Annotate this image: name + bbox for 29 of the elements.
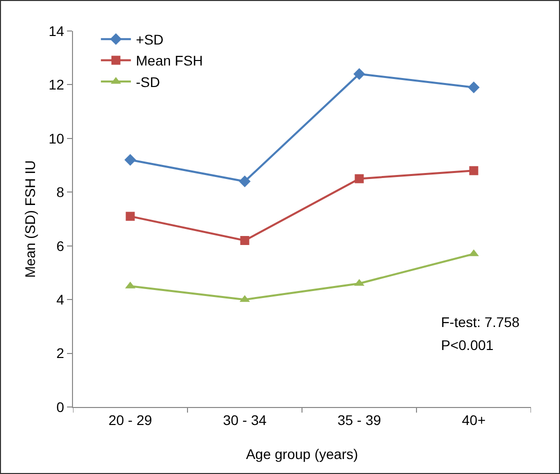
point	[354, 174, 364, 184]
y-tick-label: 4	[56, 291, 64, 308]
legend-label: -SD	[136, 74, 160, 90]
y-tick-label: 8	[56, 184, 64, 200]
point	[468, 82, 480, 94]
point	[353, 68, 366, 80]
legend-label: Mean FSH	[136, 52, 203, 69]
y-tick-label: 12	[48, 76, 64, 93]
legend-label: +SD	[136, 32, 164, 48]
point	[469, 166, 478, 176]
x-tick-label: 35 - 39	[337, 412, 382, 428]
point	[468, 249, 479, 256]
y-tick-label: 10	[48, 130, 64, 146]
annotation: F-test: 7.758	[441, 314, 520, 330]
point	[354, 278, 364, 286]
x-tick-label: 40+	[462, 412, 486, 428]
point	[126, 212, 135, 221]
x-tick-label: 30 - 34	[222, 412, 267, 428]
y-tick-label: 0	[56, 398, 64, 415]
point	[240, 236, 250, 245]
x-axis-title: Age group (years)	[246, 446, 358, 462]
y-axis-title: Mean (SD) FSH IU	[22, 160, 38, 278]
y-tick-label: 14	[48, 22, 64, 39]
y-tick-label: 2	[56, 345, 64, 362]
y-tick-label: 6	[56, 238, 64, 254]
annotation: P<0.001	[441, 337, 494, 353]
point	[124, 154, 136, 166]
point	[238, 176, 251, 188]
x-tick-label: 20 - 29	[108, 412, 152, 428]
